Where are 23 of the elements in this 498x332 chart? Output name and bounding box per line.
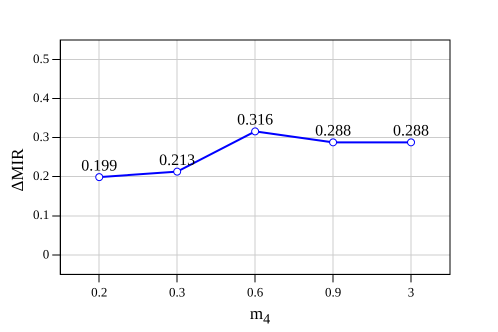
x-tick-label: 0.3: [169, 284, 186, 300]
y-tick-label: 0.3: [33, 129, 50, 144]
data-label: 0.288: [393, 122, 430, 140]
point: [173, 168, 182, 176]
x-tick-label: 0.9: [324, 284, 342, 300]
point: [407, 138, 416, 146]
y-tick-label: 0: [42, 246, 50, 262]
point: [329, 138, 338, 146]
point: [95, 173, 104, 182]
x-tick-label: 0.2: [91, 284, 108, 300]
y-tick-label: 0.4: [33, 90, 50, 106]
data-label: 0.199: [81, 157, 118, 174]
data-label: 0.288: [315, 122, 352, 140]
y-tick-label: 0.5: [33, 50, 50, 66]
y-tick-label: 0.2: [33, 168, 50, 184]
y-tick-label: 0.1: [33, 207, 50, 222]
x-tick-label: 0.6: [247, 284, 264, 300]
x-axis-title: m$_{4}$: [248, 304, 272, 328]
x-tick-label: 3: [408, 284, 414, 300]
y-axis-title: ΔMIR: [8, 148, 28, 192]
point: [251, 127, 260, 136]
data-label: 0.213: [159, 152, 196, 169]
data-label: 0.316: [237, 112, 274, 129]
